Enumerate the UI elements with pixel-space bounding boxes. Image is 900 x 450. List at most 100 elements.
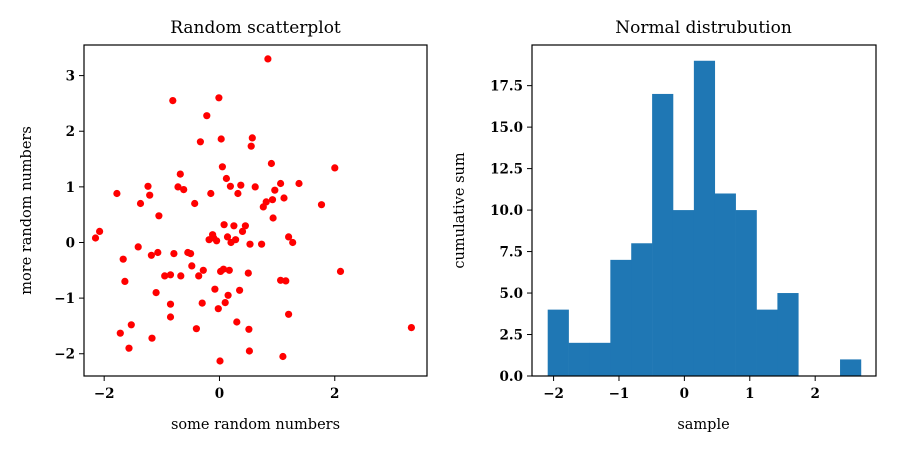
scatter-point [220, 221, 228, 229]
scatter-point [195, 272, 203, 280]
scatter-point [233, 318, 241, 326]
scatter-point [221, 299, 229, 307]
scatter-point [226, 182, 234, 190]
histogram-bars [547, 60, 862, 376]
scatter-point [176, 170, 184, 178]
histogram-y-axis-label: cumulative sum [452, 152, 468, 268]
scatter-point [116, 329, 124, 337]
scatter-point [174, 183, 182, 191]
y-tick-label: −2 [54, 347, 75, 363]
scatter-point [295, 179, 303, 188]
scatter-point [215, 94, 223, 102]
y-tick-label: 1 [66, 180, 75, 196]
scatter-point [224, 291, 232, 299]
histogram-subplot: Normal distrubution −2 −1 0 1 2 0.0 2.5 5.0 7.5… [452, 18, 877, 433]
scatter-point [264, 55, 272, 63]
scatter-point [188, 262, 196, 270]
scatter-point [187, 250, 195, 258]
y-tick-label: 5.0 [500, 286, 524, 302]
scatter-point [91, 234, 100, 242]
scatter-points [91, 55, 415, 365]
y-tick-label: 10.0 [490, 203, 523, 219]
scatter-point [248, 134, 256, 142]
scatter-point [407, 324, 415, 332]
x-tick-label: 0 [215, 386, 224, 402]
scatter-point [146, 191, 154, 199]
scatter-point [155, 212, 163, 220]
scatter-point [234, 189, 242, 198]
scatter-point [216, 357, 224, 365]
scatter-point [166, 313, 175, 321]
x-tick-label: −2 [543, 386, 564, 402]
scatter-point [247, 142, 255, 150]
scatter-point [219, 265, 228, 273]
scatter-point [280, 194, 288, 202]
histogram-bar [756, 309, 778, 376]
scatter-point [127, 321, 135, 329]
histogram-bar [568, 342, 590, 376]
scatter-point [244, 269, 252, 277]
x-tick-label: 0 [680, 386, 689, 402]
histogram-y-axis-ticks: 0.0 2.5 5.0 7.5 10.0 12.5 15.0 17.5 [490, 79, 532, 385]
scatter-point [213, 237, 221, 245]
histogram-bar [589, 342, 611, 376]
histogram-title: Normal distrubution [615, 18, 792, 38]
scatter-point [241, 222, 249, 230]
histogram-bar [672, 210, 695, 376]
y-tick-label: 3 [66, 69, 75, 85]
histogram-bar [693, 60, 716, 376]
scatter-point [199, 266, 207, 274]
y-tick-label: 7.5 [500, 245, 524, 261]
scatter-point [336, 267, 345, 275]
scatter-point [258, 240, 266, 248]
scatter-point [113, 189, 121, 198]
scatter-point [154, 248, 162, 257]
scatter-subplot: Random scatterplot −2 0 2 −2 −1 0 1 2 3 some ra… [19, 18, 428, 433]
y-tick-label: −1 [54, 291, 75, 307]
scatter-point [121, 277, 129, 285]
scatter-point [279, 352, 287, 361]
scatter-point [203, 112, 211, 120]
y-tick-label: 12.5 [490, 162, 523, 178]
scatter-point [269, 214, 277, 222]
scatter-point [317, 201, 326, 209]
scatter-point [230, 222, 238, 230]
scatter-point [285, 310, 293, 318]
scatter-point [223, 233, 232, 241]
scatter-point [232, 236, 240, 244]
histogram-bar [610, 259, 632, 376]
scatter-x-axis-ticks: −2 0 2 [94, 376, 339, 402]
histogram-bar [777, 293, 799, 376]
scatter-point [218, 163, 226, 171]
scatter-point [207, 189, 215, 198]
scatter-x-axis-label: some random numbers [171, 417, 340, 433]
histogram-bar [547, 309, 569, 376]
scatter-point [191, 199, 199, 208]
scatter-point [277, 179, 285, 188]
scatter-point [285, 233, 293, 241]
scatter-point [211, 285, 219, 293]
histogram-bar [631, 243, 653, 376]
scatter-point [119, 255, 127, 263]
scatter-y-axis-ticks: −2 −1 0 1 2 3 [54, 69, 84, 363]
histogram-bar [714, 193, 736, 376]
y-tick-label: 2 [66, 124, 75, 140]
scatter-point [161, 272, 169, 280]
x-tick-label: 1 [745, 386, 754, 402]
scatter-point [134, 243, 142, 251]
scatter-point [217, 135, 225, 143]
y-tick-label: 0.0 [500, 369, 524, 385]
x-tick-label: −2 [94, 386, 115, 402]
scatter-point [289, 238, 297, 247]
scatter-point [225, 266, 233, 274]
scatter-point [169, 97, 177, 105]
scatter-point [147, 251, 155, 259]
scatter-point [251, 183, 259, 191]
scatter-point [238, 227, 247, 235]
scatter-point [237, 181, 245, 189]
scatter-point [268, 196, 277, 204]
scatter-point [144, 182, 152, 190]
scatter-point [148, 334, 156, 342]
